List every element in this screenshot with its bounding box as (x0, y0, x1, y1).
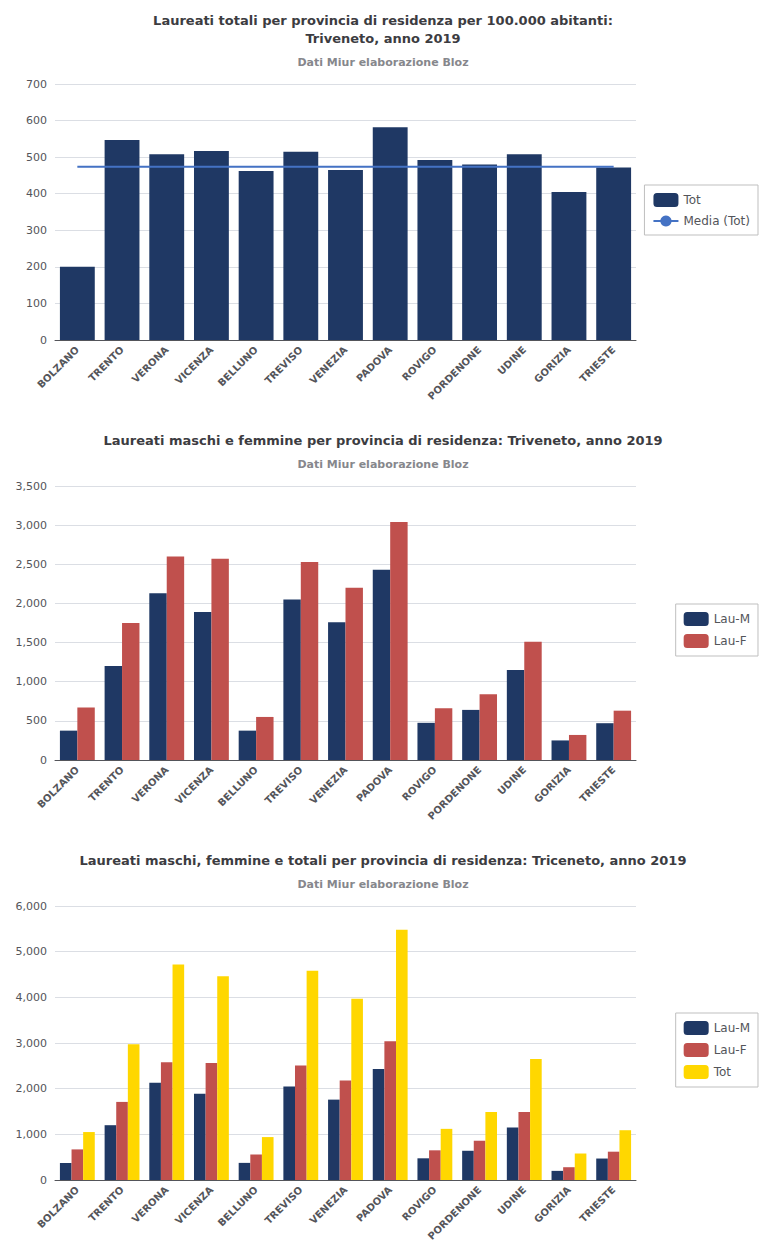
svg-text:600: 600 (26, 114, 47, 127)
svg-text:500: 500 (26, 151, 47, 164)
svg-text:5,000: 5,000 (16, 945, 48, 958)
svg-text:UDINE: UDINE (495, 764, 528, 797)
svg-text:TRENTO: TRENTO (86, 1184, 126, 1224)
svg-text:Triveneto, anno 2019: Triveneto, anno 2019 (305, 31, 460, 46)
svg-text:3,000: 3,000 (16, 1037, 48, 1050)
svg-text:PADOVA: PADOVA (354, 764, 394, 804)
svg-text:PORDENONE: PORDENONE (426, 764, 484, 822)
svg-text:ROVIGO: ROVIGO (400, 1184, 439, 1223)
svg-text:VENEZIA: VENEZIA (307, 764, 349, 806)
svg-text:BELLUNO: BELLUNO (216, 344, 260, 388)
svg-text:TRIESTE: TRIESTE (577, 764, 617, 804)
svg-text:TREVISO: TREVISO (263, 344, 305, 386)
svg-text:3,500: 3,500 (16, 480, 48, 493)
svg-text:2,000: 2,000 (16, 1082, 48, 1095)
svg-text:VERONA: VERONA (130, 344, 171, 385)
svg-text:BOLZANO: BOLZANO (35, 764, 81, 810)
svg-text:TRENTO: TRENTO (86, 344, 126, 384)
svg-text:VICENZA: VICENZA (173, 344, 216, 387)
svg-text:4,000: 4,000 (16, 991, 48, 1004)
svg-text:PORDENONE: PORDENONE (426, 1184, 484, 1242)
svg-text:3,000: 3,000 (16, 519, 48, 532)
svg-text:500: 500 (26, 714, 47, 727)
svg-text:2,000: 2,000 (16, 597, 48, 610)
svg-text:BELLUNO: BELLUNO (216, 1184, 260, 1228)
svg-text:Laureati maschi e femmine per: Laureati maschi e femmine per provincia … (103, 433, 662, 448)
svg-text:UDINE: UDINE (495, 344, 528, 377)
svg-text:UDINE: UDINE (495, 1184, 528, 1217)
svg-text:Tot: Tot (713, 1065, 732, 1079)
svg-text:6,000: 6,000 (16, 900, 48, 913)
svg-text:TRIESTE: TRIESTE (577, 1184, 617, 1224)
svg-text:1,500: 1,500 (16, 636, 48, 649)
svg-text:GORIZIA: GORIZIA (532, 344, 573, 385)
svg-text:TREVISO: TREVISO (263, 1184, 305, 1226)
svg-text:0: 0 (40, 1174, 47, 1187)
svg-text:ROVIGO: ROVIGO (400, 764, 439, 803)
svg-text:GORIZIA: GORIZIA (532, 1184, 573, 1225)
svg-text:Lau-F: Lau-F (714, 634, 747, 648)
svg-text:TRENTO: TRENTO (86, 764, 126, 804)
svg-text:Dati Miur elaborazione Bloz: Dati Miur elaborazione Bloz (297, 878, 468, 891)
svg-text:Laureati totali per provincia: Laureati totali per provincia di residen… (153, 13, 613, 28)
svg-text:Dati Miur elaborazione Bloz: Dati Miur elaborazione Bloz (297, 458, 468, 471)
svg-text:TREVISO: TREVISO (263, 764, 305, 806)
svg-text:ROVIGO: ROVIGO (400, 344, 439, 383)
svg-text:PADOVA: PADOVA (354, 1184, 394, 1224)
svg-text:1,000: 1,000 (16, 1128, 48, 1141)
svg-text:Lau-M: Lau-M (714, 612, 750, 626)
svg-text:BOLZANO: BOLZANO (35, 344, 81, 390)
svg-text:PORDENONE: PORDENONE (426, 344, 484, 402)
svg-text:Lau-M: Lau-M (714, 1021, 750, 1035)
svg-text:VERONA: VERONA (130, 764, 171, 805)
svg-text:BELLUNO: BELLUNO (216, 764, 260, 808)
svg-text:700: 700 (26, 78, 47, 91)
svg-text:Lau-F: Lau-F (714, 1043, 747, 1057)
svg-text:1,000: 1,000 (16, 675, 48, 688)
svg-text:Tot: Tot (682, 193, 701, 207)
svg-text:VERONA: VERONA (130, 1184, 171, 1225)
svg-text:VENEZIA: VENEZIA (307, 1184, 349, 1226)
svg-text:400: 400 (26, 187, 47, 200)
svg-text:VENEZIA: VENEZIA (307, 344, 349, 386)
svg-text:PADOVA: PADOVA (354, 344, 394, 384)
svg-text:200: 200 (26, 260, 47, 273)
svg-text:2,500: 2,500 (16, 558, 48, 571)
svg-text:300: 300 (26, 224, 47, 237)
svg-text:VICENZA: VICENZA (173, 764, 216, 807)
svg-text:100: 100 (26, 297, 47, 310)
svg-text:TRIESTE: TRIESTE (577, 344, 617, 384)
svg-text:BOLZANO: BOLZANO (35, 1184, 81, 1230)
svg-text:GORIZIA: GORIZIA (532, 764, 573, 805)
svg-text:Media (Tot): Media (Tot) (683, 214, 750, 228)
svg-text:0: 0 (40, 334, 47, 347)
svg-text:VICENZA: VICENZA (173, 1184, 216, 1227)
svg-text:Dati Miur elaborazione Bloz: Dati Miur elaborazione Bloz (297, 56, 468, 69)
svg-text:0: 0 (40, 754, 47, 767)
svg-text:Laureati maschi, femmine e tot: Laureati maschi, femmine e totali per pr… (80, 853, 687, 868)
